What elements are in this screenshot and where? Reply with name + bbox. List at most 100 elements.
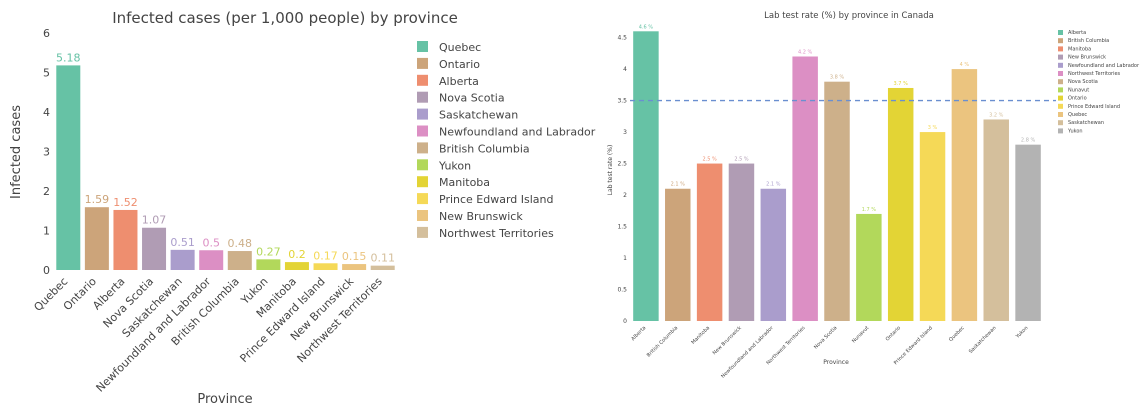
y-tick-label: 6 [43,27,50,40]
chart2-title: Lab test rate (%) by province in Canada [764,11,934,21]
bar [284,262,309,270]
bar [856,213,882,321]
legend-item: Newfoundland and Labrador [439,126,596,139]
legend-swatch [1058,54,1063,60]
legend-item: Alberta [1068,30,1086,36]
bar [824,81,850,322]
legend-item: Ontario [1068,96,1087,102]
bar [113,209,138,270]
bar-value-label: 0.51 [170,236,195,249]
y-tick-label: 1 [623,255,627,262]
legend-swatch [417,193,428,205]
legend-item: Yukon [438,159,471,172]
bar [84,207,109,270]
y-tick-label: 5 [43,66,50,79]
legend-item: Quebec [1068,112,1087,118]
legend-swatch [1058,71,1063,76]
chart2-xlabel: Province [823,359,849,366]
chart1-xlabel: Province [197,392,252,404]
bar-value-label: 0.11 [370,252,395,265]
bar [313,263,338,270]
x-tick-label: British Columbia [646,325,679,358]
infected-cases-chart: Infected cases (per 1,000 people) by pro… [9,9,596,404]
bar [142,227,167,270]
y-tick-label: 2 [623,192,627,199]
bar-value-label: 1.7 % [862,207,877,213]
x-tick-label: Quebec [948,325,966,343]
bar-value-label: 2.1 % [671,182,686,188]
legend-swatch [1058,30,1063,35]
y-tick-label: 4 [623,66,627,73]
chart2-ylabel: Lab test rate (%) [607,145,614,196]
y-tick-label: 4 [43,106,50,119]
legend-swatch [417,125,428,137]
bar-value-label: 0.2 [288,248,306,261]
bar [170,249,195,270]
bar-value-label: 4.2 % [798,49,813,55]
legend-swatch [1058,46,1063,52]
y-tick-label: 0.5 [617,287,627,294]
bar [951,69,978,321]
bar [792,56,818,322]
bar-value-label: 3.2 % [989,112,1004,118]
legend-item: British Columbia [1068,38,1109,44]
bar-value-label: 0.15 [342,250,367,263]
y-tick-label: 2.5 [617,161,627,168]
y-tick-label: 1 [43,224,50,237]
y-tick-label: 0 [623,318,627,325]
x-tick-label: Alberta [630,325,647,342]
legend-swatch [417,176,428,188]
bar [983,119,1009,322]
legend-swatch [1058,79,1063,85]
legend-swatch [1058,103,1063,109]
bar-value-label: 3.8 % [830,75,845,81]
legend-swatch [1058,38,1063,44]
bar-value-label: 3.7 % [894,81,909,87]
legend-item: Saskatchewan [1068,120,1104,126]
bar-value-label: 0.27 [256,245,281,258]
y-tick-label: 4.5 [617,35,627,42]
bar [256,259,281,270]
legend-swatch [1058,95,1063,101]
chart1-title: Infected cases (per 1,000 people) by pro… [112,9,458,27]
legend-swatch [1058,120,1063,126]
legend-swatch [417,210,428,221]
lab-test-rate-chart: Lab test rate (%) by province in Canada … [607,11,1140,380]
legend-item: Saskatchewan [439,109,518,122]
bar [728,163,755,321]
x-tick-label: Nova Scotia [813,325,838,350]
y-tick-label: 1.5 [617,224,627,231]
bar-value-label: 4 % [960,62,970,68]
legend-swatch [1058,112,1063,117]
bar-value-label: 3 % [928,125,938,131]
bar-value-label: 1.52 [113,196,138,209]
x-tick-label: Ontario [885,325,902,342]
x-tick-label: Newfoundland and Labrador [720,325,775,380]
legend-item: Prince Edward Island [439,193,554,206]
bar [887,87,914,321]
legend-swatch [417,226,428,238]
legend-item: New Brunswick [439,210,523,223]
legend-item: Yukon [1067,128,1083,134]
x-tick-label: Yukon [1014,325,1029,340]
y-tick-label: 3.5 [617,98,627,105]
legend-item: Manitoba [439,176,490,189]
legend-item: Prince Edward Island [1068,104,1120,110]
legend-item: Newfoundland and Labrador [1068,63,1140,69]
legend-item: Northwest Territories [1068,71,1121,77]
legend-item: Nunavut [1068,87,1089,93]
bar [370,265,395,270]
legend-item: Nova Scotia [439,92,505,105]
legend-swatch [417,74,428,86]
legend-swatch [1058,62,1063,68]
y-tick-label: 3 [623,129,627,136]
legend-item: New Brunswick [1068,55,1106,61]
bar [760,188,787,321]
y-tick-label: 0 [43,264,50,277]
bar [227,251,252,270]
bar-value-label: 0.5 [202,236,220,249]
bar [665,188,691,321]
bar-value-label: 2.8 % [1021,138,1036,144]
legend-item: Ontario [439,58,480,71]
legend-item: Manitoba [1068,46,1091,52]
